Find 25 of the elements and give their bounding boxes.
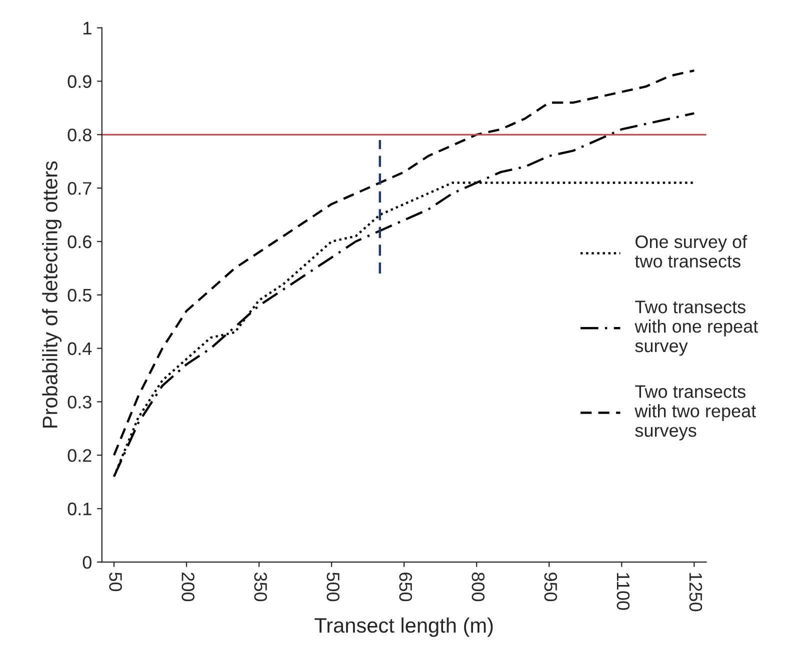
x-tick-label: 950 xyxy=(544,572,558,602)
y-tick-label: 0.1 xyxy=(68,502,92,516)
y-tick-label: 0.8 xyxy=(68,128,92,142)
x-axis-title: Transect length (m) xyxy=(314,617,493,637)
y-tick-label: 0.4 xyxy=(68,342,92,356)
x-tick-label: 1250 xyxy=(689,573,702,612)
y-tick-label: 0.9 xyxy=(68,75,92,88)
legend-label: Two transects with two repeat surveys xyxy=(634,385,756,440)
y-axis-title: Probability of detecting otters xyxy=(42,161,62,428)
legend-label: Two transects with one repeat survey xyxy=(634,300,758,356)
y-tick-label: 0.2 xyxy=(68,449,92,462)
x-tick-label: 800 xyxy=(472,572,485,602)
x-tick-label: 500 xyxy=(326,572,340,602)
y-tick-label: 0.5 xyxy=(68,288,92,302)
y-tick-label: 0.3 xyxy=(68,396,92,408)
y-tick-label: 1 xyxy=(84,22,92,34)
x-tick-label: 50 xyxy=(109,572,122,592)
y-tick-label: 0.7 xyxy=(68,182,92,195)
x-tick-label: 350 xyxy=(254,572,267,602)
x-tick-label: 1100 xyxy=(616,573,630,610)
legend-label: One survey of two transects xyxy=(634,234,748,268)
y-tick-label: 0.6 xyxy=(68,235,92,248)
x-tick-label: 200 xyxy=(182,572,194,602)
y-tick-label: 0 xyxy=(82,556,92,569)
x-tick-label: 650 xyxy=(399,572,412,602)
